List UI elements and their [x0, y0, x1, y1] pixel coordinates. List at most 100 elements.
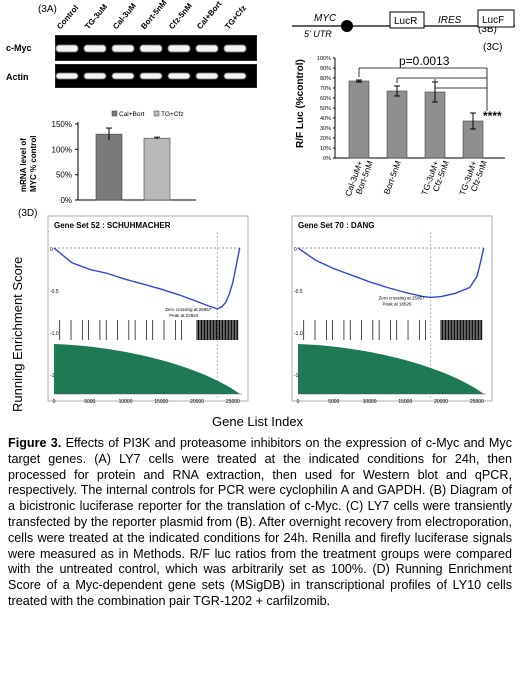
lane-label-1: TG-3uM [83, 2, 110, 32]
lane-label-2: Cal-3uM [111, 1, 139, 31]
gsea-curve-0 [53, 247, 241, 310]
gsea-xtick-label-1-0: 0 [297, 399, 300, 405]
gsea-xlabel: Gene List Index [212, 414, 304, 429]
western-blot-actin [55, 64, 257, 88]
gsea-xtick-label-0-4: 20000 [190, 399, 204, 405]
luc-xtick-label-1-0: Bort-5nM [382, 159, 403, 195]
lane-label-5: Cal+Bort [195, 0, 224, 31]
cmyc-band-6 [224, 45, 246, 52]
qpcr-ytick-label-1: 50% [56, 171, 72, 180]
gsea-xtick-label-1-1: 5000 [328, 399, 339, 405]
gsea-note-0-1: Peak at 22824 [169, 313, 199, 318]
sig-stars: **** [483, 109, 502, 123]
qpcr-legend-label-1: TG+Cfz [161, 111, 184, 118]
qpcr-legend-swatch-1 [153, 110, 160, 117]
lane-label-0: Control [55, 3, 81, 31]
pvalue-label: p=0.0013 [399, 54, 450, 68]
actin-band-0 [56, 73, 78, 79]
cmyc-band-0 [56, 45, 78, 52]
lane-label-6: TG+Cfz [223, 3, 249, 32]
row-label-cmyc: c-Myc [6, 43, 32, 53]
lucf-label: LucF [482, 15, 504, 26]
gsea-ytick-label-0-1: -0.5 [50, 289, 59, 295]
lucr-box [389, 11, 425, 29]
gsea-xtick-label-0-0: 0 [53, 399, 56, 405]
luc-ytick-label-0: 0% [323, 156, 331, 162]
actin-band-4 [168, 73, 190, 79]
luc-ytick-label-9: 90% [320, 66, 331, 72]
row-label-actin: Actin [6, 72, 29, 82]
actin-band-2 [112, 73, 134, 79]
gsea-title-0: Gene Set 52 : SCHUHMACHER [54, 221, 171, 230]
qpcr-ylabel-1: mRNA level of [19, 138, 28, 192]
caption-text: Effects of PI3K and proteasome inhibitor… [8, 436, 513, 608]
myc-label: MYC [314, 13, 337, 24]
cmyc-band-3 [140, 45, 162, 52]
qpcr-ylabel-2: MYC % control [29, 136, 38, 192]
gsea-title-1: Gene Set 70 : DANG [298, 221, 374, 230]
luc-ytick-label-4: 40% [320, 116, 331, 122]
luc-ytick-label-6: 60% [320, 96, 331, 102]
cmyc-band-1 [84, 45, 106, 52]
gsea-plot-left: Gene Set 52 : SCHUHMACHER0-0.5-1.0-1.5Ze… [47, 215, 249, 405]
luc-ytick-label-2: 20% [320, 136, 331, 142]
lucf-box [477, 9, 515, 28]
gsea-note-1-1: Peak at 18526 [383, 301, 413, 306]
gsea-xtick-label-1-2: 10000 [363, 399, 377, 405]
qpcr-ytick-label-2: 100% [52, 145, 72, 154]
gsea-rank-area-1 [298, 344, 484, 394]
gsea-note-1-0: Zero crossing at 25957 [379, 295, 426, 300]
luc-ytick-label-1: 10% [320, 146, 331, 152]
panel-c-label: (3C) [483, 42, 502, 53]
gsea-xtick-label-0-3: 15000 [154, 399, 168, 405]
utr-label: 5' UTR [304, 29, 332, 39]
luc-bar-1 [386, 90, 408, 159]
caption-title: Figure 3. [8, 436, 62, 450]
gsea-curve-1 [297, 247, 485, 299]
luc-ytick-label-8: 80% [320, 76, 331, 82]
gsea-xtick-label-0-5: 25000 [226, 399, 240, 405]
gsea-ytick-label-1-0: 0 [294, 247, 297, 253]
gsea-ylabel: Running Enrichment Score [10, 256, 25, 412]
actin-band-6 [224, 73, 246, 79]
gsea-ytick-label-1-2: -1.0 [294, 331, 303, 337]
cap-circle [341, 20, 353, 32]
cmyc-band-2 [112, 45, 134, 52]
qpcr-bar-0 [95, 133, 123, 201]
gsea-xtick-label-1-5: 25000 [470, 399, 484, 405]
luc-ytick-label-7: 70% [320, 86, 331, 92]
cmyc-band-5 [196, 45, 218, 52]
qpcr-chart: mRNA level of MYC % control 0% 50% 100% 150… [19, 110, 196, 205]
lane-label-3: Bort-5nM [139, 0, 169, 32]
gsea-xtick-label-0-1: 5000 [84, 399, 95, 405]
actin-band-3 [140, 73, 162, 79]
luc-ylabel: R/F Luc (%control) [295, 59, 306, 148]
panel-d-label: (3D) [18, 208, 38, 219]
gsea-ytick-label-0-0: 0 [50, 247, 53, 253]
gsea-xtick-label-0-2: 10000 [119, 399, 133, 405]
panel-a-label: (3A) [38, 4, 57, 15]
figure-caption: Figure 3. Effects of PI3K and proteasome… [8, 436, 512, 610]
gsea-note-0-0: Zero crossing at 25957 [165, 307, 212, 312]
qpcr-legend-swatch-0 [111, 110, 118, 117]
panel-b-label: (3B) [478, 24, 497, 35]
luc-ytick-label-5: 50% [320, 106, 331, 112]
gsea-ytick-label-0-2: -1.0 [50, 331, 59, 337]
lane-label-4: Cfz-5nM [167, 1, 194, 32]
qpcr-ytick-label-0: 0% [60, 196, 72, 205]
gsea-ytick-label-1-1: -0.5 [294, 289, 303, 295]
qpcr-ytick-label-3: 150% [52, 120, 72, 129]
qpcr-bar-1 [143, 137, 171, 201]
gsea-rank-area-0 [54, 344, 240, 394]
ires-label: IRES [438, 15, 462, 26]
luc-ytick-label-3: 30% [320, 126, 331, 132]
reporter-diagram: MYC 5' UTR LucR IRES LucF [292, 9, 515, 39]
lucr-label: LucR [394, 16, 417, 27]
luc-ytick-label-10: 100% [317, 56, 331, 62]
luciferase-chart: (3C) R/F Luc (%control) 0% 10% 20% 30% 40% 50… [295, 42, 505, 198]
gsea-xtick-label-1-4: 20000 [434, 399, 448, 405]
qpcr-legend-label-0: Cal+Bort [119, 111, 145, 118]
gsea-xtick-label-1-3: 15000 [398, 399, 412, 405]
western-blot-cmyc [55, 35, 257, 61]
